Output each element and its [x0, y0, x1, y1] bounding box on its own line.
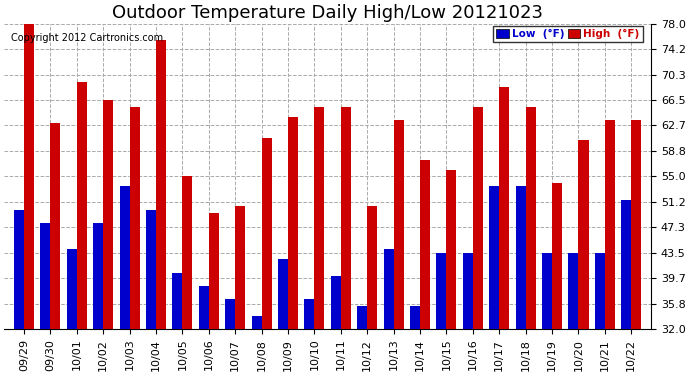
Bar	[595, 253, 605, 329]
Bar	[14, 210, 24, 329]
Bar	[500, 87, 509, 329]
Bar	[367, 206, 377, 329]
Bar	[77, 82, 87, 329]
Bar	[199, 286, 209, 329]
Bar	[235, 206, 245, 329]
Bar	[130, 106, 139, 329]
Bar	[631, 120, 641, 329]
Bar	[341, 106, 351, 329]
Bar	[437, 253, 446, 329]
Bar	[515, 186, 526, 329]
Bar	[605, 120, 615, 329]
Bar	[357, 306, 367, 329]
Bar	[420, 160, 430, 329]
Bar	[331, 276, 341, 329]
Bar	[463, 253, 473, 329]
Bar	[473, 106, 483, 329]
Bar	[552, 183, 562, 329]
Bar	[104, 100, 113, 329]
Bar	[50, 123, 61, 329]
Bar	[24, 24, 34, 329]
Bar	[278, 259, 288, 329]
Bar	[262, 138, 272, 329]
Bar	[93, 223, 104, 329]
Bar	[252, 316, 262, 329]
Bar	[489, 186, 500, 329]
Bar	[288, 117, 298, 329]
Bar	[526, 106, 535, 329]
Bar	[156, 40, 166, 329]
Bar	[569, 253, 578, 329]
Bar	[225, 299, 235, 329]
Bar	[384, 249, 394, 329]
Bar	[172, 273, 182, 329]
Bar	[304, 299, 315, 329]
Bar	[621, 200, 631, 329]
Bar	[542, 253, 552, 329]
Title: Outdoor Temperature Daily High/Low 20121023: Outdoor Temperature Daily High/Low 20121…	[112, 4, 543, 22]
Bar	[119, 186, 130, 329]
Bar	[182, 176, 193, 329]
Legend: Low  (°F), High  (°F): Low (°F), High (°F)	[493, 26, 642, 42]
Bar	[209, 213, 219, 329]
Text: Copyright 2012 Cartronics.com: Copyright 2012 Cartronics.com	[10, 33, 163, 43]
Bar	[446, 170, 457, 329]
Bar	[40, 223, 50, 329]
Bar	[67, 249, 77, 329]
Bar	[315, 106, 324, 329]
Bar	[410, 306, 420, 329]
Bar	[578, 140, 589, 329]
Bar	[146, 210, 156, 329]
Bar	[394, 120, 404, 329]
